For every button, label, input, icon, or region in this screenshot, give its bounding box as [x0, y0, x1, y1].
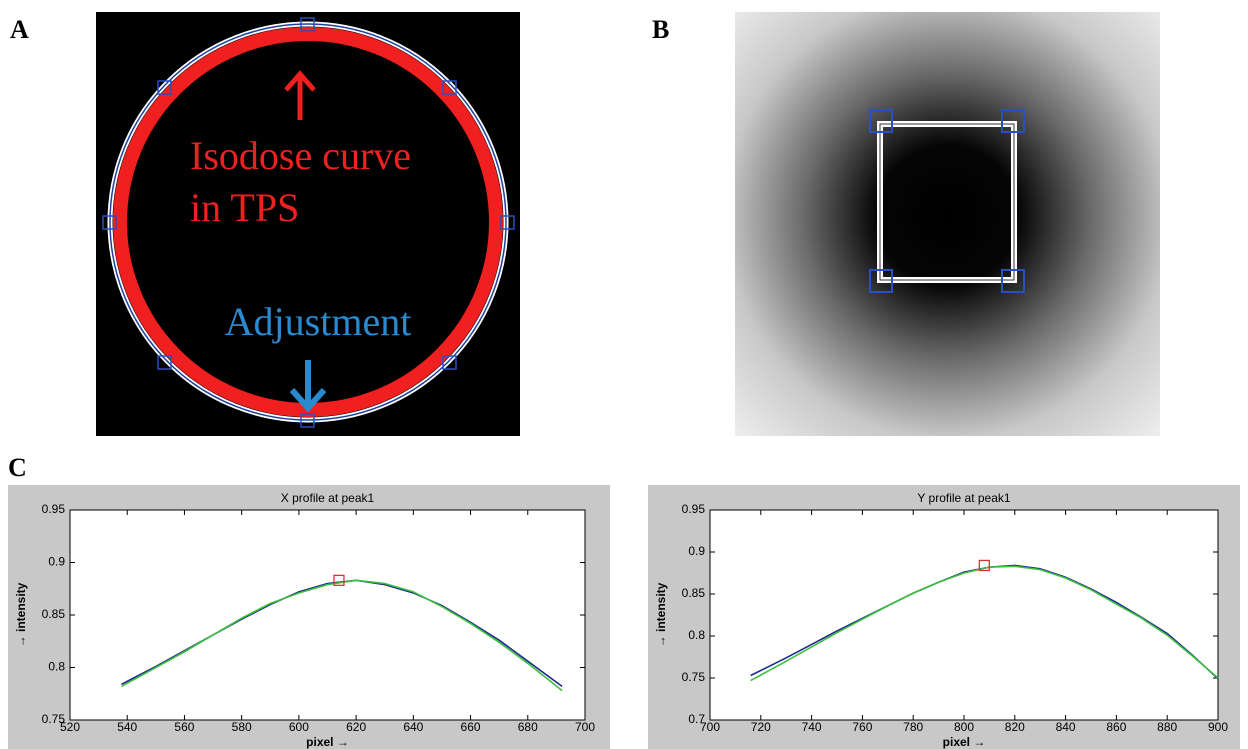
annotation: Adjustment [225, 299, 412, 344]
x-tick-label: 540 [117, 720, 137, 734]
x-tick-label: 800 [954, 720, 974, 734]
plot-area [70, 510, 585, 720]
y-axis-label: → intensity [14, 582, 28, 647]
x-tick-label: 880 [1157, 720, 1177, 734]
y-tick-label: 0.75 [42, 712, 66, 726]
annotation: in TPS [190, 185, 299, 230]
x-tick-label: 680 [518, 720, 538, 734]
x-tick-label: 640 [403, 720, 423, 734]
x-tick-label: 820 [1005, 720, 1025, 734]
x-axis-label: pixel → [943, 735, 986, 749]
panel-letter: B [652, 15, 669, 44]
panel-a-image: Isodose curve in TPS Adjustment [96, 12, 520, 436]
y-tick-label: 0.95 [42, 502, 66, 516]
x-tick-label: 780 [903, 720, 923, 734]
figure: A B C Isodose curve in TPS Adjustment X … [0, 0, 1248, 749]
y-tick-label: 0.9 [48, 555, 65, 569]
panel-letter: A [10, 15, 29, 44]
x-tick-label: 600 [289, 720, 309, 734]
y-axis-label: → intensity [654, 582, 668, 647]
y-tick-label: 0.7 [688, 712, 705, 726]
x-axis-label: pixel → [306, 735, 349, 749]
x-tick-label: 560 [174, 720, 194, 734]
x-tick-label: 740 [802, 720, 822, 734]
y-tick-label: 0.85 [682, 586, 706, 600]
x-tick-label: 580 [232, 720, 252, 734]
y-tick-label: 0.75 [682, 670, 706, 684]
panel-b-image [735, 12, 1160, 436]
x-tick-label: 900 [1208, 720, 1228, 734]
x-tick-label: 860 [1106, 720, 1126, 734]
chart-title: Y profile at peak1 [917, 491, 1011, 505]
x-tick-label: 660 [461, 720, 481, 734]
x-tick-label: 840 [1056, 720, 1076, 734]
x-tick-label: 760 [852, 720, 872, 734]
y-tick-label: 0.8 [688, 628, 705, 642]
x-tick-label: 700 [575, 720, 595, 734]
x-tick-label: 620 [346, 720, 366, 734]
panel-letter: C [8, 453, 27, 482]
x-tick-label: 720 [751, 720, 771, 734]
y-tick-label: 0.95 [682, 502, 706, 516]
y-tick-label: 0.85 [42, 607, 66, 621]
chart-title: X profile at peak1 [281, 491, 375, 505]
annotation: Isodose curve [190, 133, 411, 178]
y-tick-label: 0.8 [48, 660, 65, 674]
y-tick-label: 0.9 [688, 544, 705, 558]
plot-area [710, 510, 1218, 720]
